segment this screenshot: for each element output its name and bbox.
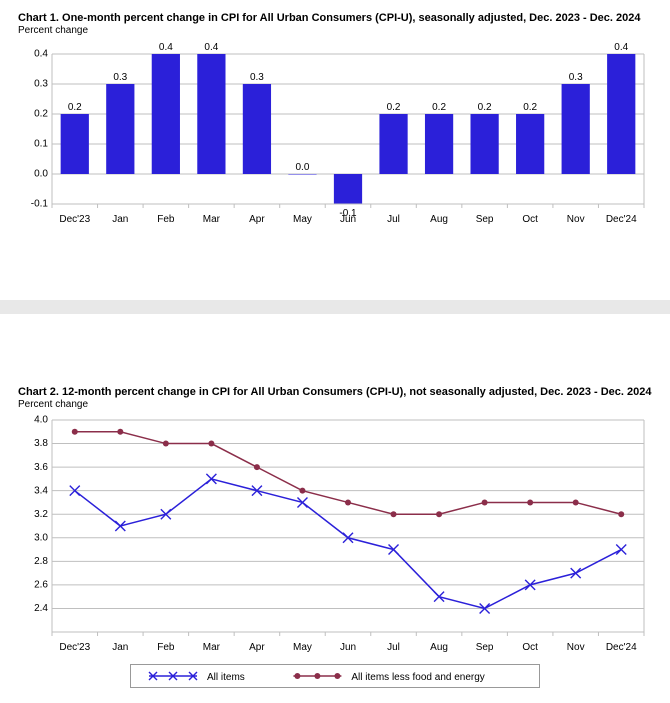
svg-text:Sep: Sep	[476, 214, 494, 225]
svg-text:0.2: 0.2	[432, 102, 446, 113]
svg-text:May: May	[293, 214, 312, 225]
svg-text:May: May	[293, 642, 312, 653]
svg-text:Oct: Oct	[522, 214, 538, 225]
svg-text:0.3: 0.3	[34, 79, 48, 90]
svg-text:0.2: 0.2	[387, 102, 401, 113]
svg-text:0.1: 0.1	[34, 139, 48, 150]
svg-text:2.8: 2.8	[34, 556, 48, 567]
svg-text:3.0: 3.0	[34, 532, 48, 543]
dot-marker-icon	[208, 441, 214, 447]
chart-1-bar	[516, 114, 544, 174]
dot-marker-icon	[573, 499, 579, 505]
dot-marker-icon	[527, 499, 533, 505]
svg-text:Mar: Mar	[203, 642, 221, 653]
svg-text:Apr: Apr	[249, 642, 265, 653]
svg-text:Nov: Nov	[567, 642, 585, 653]
svg-text:2.4: 2.4	[34, 603, 48, 614]
svg-text:4.0: 4.0	[34, 415, 48, 426]
dot-marker-icon	[117, 429, 123, 435]
chart-1-bar	[470, 114, 498, 174]
svg-text:Aug: Aug	[430, 642, 448, 653]
svg-text:0.2: 0.2	[68, 102, 82, 113]
chart-2-subtitle: Percent change	[18, 399, 652, 410]
svg-text:0.4: 0.4	[34, 49, 48, 60]
dot-marker-icon	[254, 464, 260, 470]
spacer-2	[0, 314, 670, 374]
chart-2-block: Chart 2. 12-month percent change in CPI …	[0, 374, 670, 703]
svg-text:Apr: Apr	[249, 214, 265, 225]
svg-text:All items less food and energy: All items less food and energy	[351, 672, 484, 683]
svg-text:3.6: 3.6	[34, 462, 48, 473]
chart-2-legend-svg: All items All items less food and energy	[145, 668, 525, 684]
svg-text:0.2: 0.2	[478, 102, 492, 113]
chart-1-bar	[152, 54, 180, 174]
svg-text:Jun: Jun	[340, 214, 356, 225]
svg-text:0.0: 0.0	[296, 162, 310, 173]
svg-text:Oct: Oct	[522, 642, 538, 653]
chart-1-bar	[243, 84, 271, 174]
dot-marker-icon	[345, 499, 351, 505]
svg-text:Dec'24: Dec'24	[606, 642, 637, 653]
dot-marker-icon	[482, 499, 488, 505]
chart-2-legend-wrap: All items All items less food and energy	[18, 658, 652, 693]
svg-text:3.4: 3.4	[34, 485, 48, 496]
svg-text:Dec'23: Dec'23	[59, 642, 90, 653]
svg-text:Jun: Jun	[340, 642, 356, 653]
svg-text:Jul: Jul	[387, 214, 400, 225]
svg-text:Jan: Jan	[112, 642, 128, 653]
dot-marker-icon	[163, 441, 169, 447]
svg-text:-0.1: -0.1	[31, 199, 49, 210]
chart-1-svg: -0.1 0.0 0.1 0.2 0.3 0.4 0.2 Dec'23 0.3 Jan 0.4 Feb…	[18, 40, 652, 230]
chart-2-legend: All items All items less food and energy	[130, 664, 540, 688]
chart-1-block: Chart 1. One-month percent change in CPI…	[0, 0, 670, 240]
chart-1-bar	[61, 114, 89, 174]
svg-text:0.0: 0.0	[34, 169, 48, 180]
svg-text:Nov: Nov	[567, 214, 585, 225]
dot-marker-icon	[299, 488, 305, 494]
dot-marker-icon	[72, 429, 78, 435]
chart-1-bar	[425, 114, 453, 174]
svg-text:0.3: 0.3	[569, 72, 583, 83]
chart-1-title: Chart 1. One-month percent change in CPI…	[18, 12, 652, 24]
chart-1-bar	[334, 174, 362, 204]
dot-marker-icon	[618, 511, 624, 517]
svg-text:0.2: 0.2	[34, 109, 48, 120]
dot-marker-icon	[391, 511, 397, 517]
svg-text:0.3: 0.3	[113, 72, 127, 83]
chart-2-svg: 2.4 2.6 2.8 3.0 3.2 3.4 3.6 3.8 4.0 Dec'23 Jan Feb M…	[18, 414, 652, 658]
svg-text:Sep: Sep	[476, 642, 494, 653]
svg-text:Mar: Mar	[203, 214, 221, 225]
svg-text:0.4: 0.4	[614, 42, 628, 53]
chart-1-bar	[607, 54, 635, 174]
spacer-1	[0, 240, 670, 300]
svg-text:Jul: Jul	[387, 642, 400, 653]
svg-text:3.2: 3.2	[34, 509, 48, 520]
svg-text:Feb: Feb	[157, 642, 175, 653]
svg-text:Aug: Aug	[430, 214, 448, 225]
svg-text:Feb: Feb	[157, 214, 175, 225]
svg-text:Jan: Jan	[112, 214, 128, 225]
chart-2-series-line	[75, 479, 621, 609]
svg-text:2.6: 2.6	[34, 580, 48, 591]
chart-1-bar	[197, 54, 225, 174]
svg-text:0.4: 0.4	[204, 42, 218, 53]
chart-1-bar	[106, 84, 134, 174]
chart-2-title: Chart 2. 12-month percent change in CPI …	[18, 386, 652, 398]
svg-text:0.3: 0.3	[250, 72, 264, 83]
chart-1-bar	[288, 174, 316, 175]
svg-text:Dec'23: Dec'23	[59, 214, 90, 225]
svg-text:All items: All items	[207, 672, 245, 683]
chart-1-bar	[562, 84, 590, 174]
svg-text:Dec'24: Dec'24	[606, 214, 637, 225]
section-divider	[0, 300, 670, 314]
chart-1-bar	[379, 114, 407, 174]
svg-text:3.8: 3.8	[34, 438, 48, 449]
svg-text:0.2: 0.2	[523, 102, 537, 113]
svg-text:0.4: 0.4	[159, 42, 173, 53]
dot-marker-icon	[436, 511, 442, 517]
chart-1-subtitle: Percent change	[18, 25, 652, 36]
